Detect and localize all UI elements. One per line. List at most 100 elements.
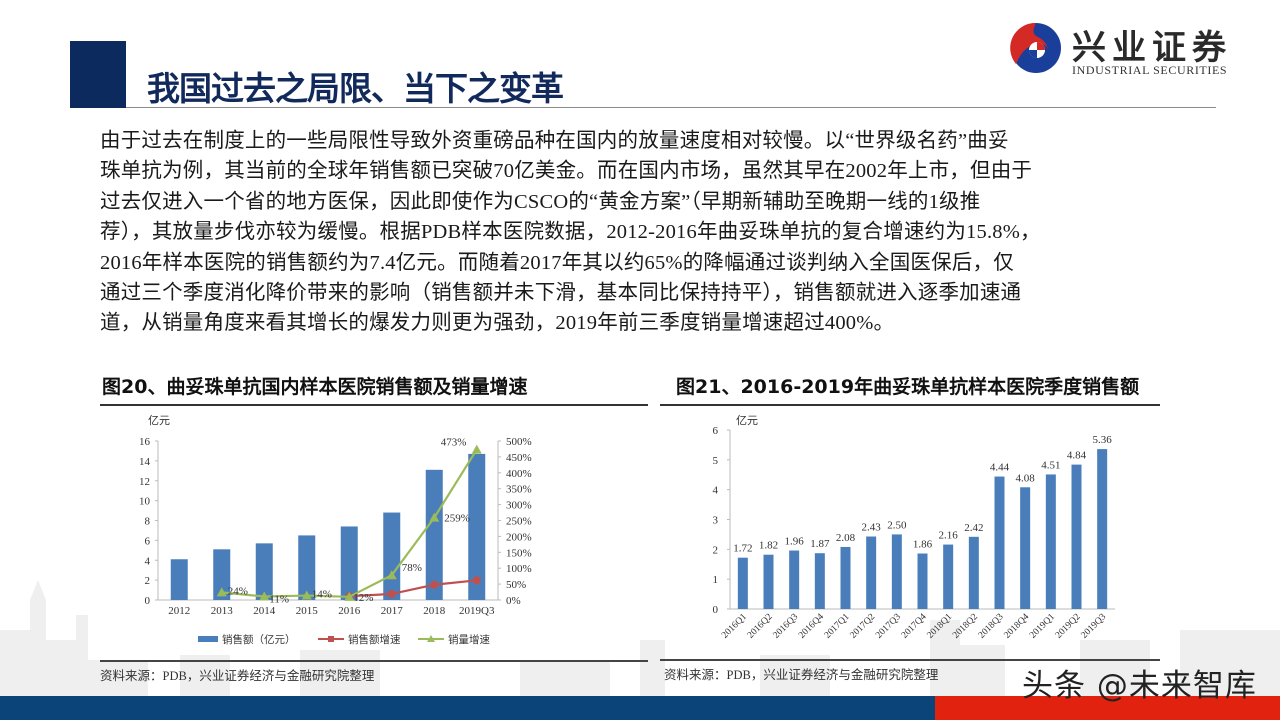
bar xyxy=(1045,474,1056,609)
paragraph-line: 荐），其放量步伐亦较为缓慢。根据PDB样本医院数据，2012-2016年曲妥珠单… xyxy=(100,221,1041,244)
body-paragraph: 由于过去在制度上的一些局限性导致外资重磅品种在国内的放量速度相对较慢。以“世界级… xyxy=(100,126,1190,339)
bar xyxy=(737,557,748,609)
data-label: 4.84 xyxy=(1067,450,1087,462)
data-label: 12% xyxy=(353,592,373,604)
legend-swatch-bar xyxy=(198,636,218,642)
data-label: 473% xyxy=(441,437,467,449)
logo-english-name: INDUSTRIAL SECURITIES xyxy=(1072,63,1228,77)
data-label: 4.51 xyxy=(1041,459,1060,471)
line-marker-square xyxy=(472,576,481,585)
data-label: 78% xyxy=(402,562,422,574)
bar xyxy=(891,534,902,609)
bar xyxy=(1097,449,1108,609)
y-axis-unit-label: 亿元 xyxy=(148,414,170,427)
figure-21-title-rule xyxy=(660,404,1160,406)
x-tick-label: 2016Q3 xyxy=(772,612,801,641)
data-label: 2.08 xyxy=(836,532,856,544)
x-tick-label: 2018 xyxy=(423,605,446,617)
y-tick-label: 6 xyxy=(145,535,151,547)
paragraph-line: 道，从销量角度来看其增长的爆发力则更为强劲，2019年前三季度销量增速超过400… xyxy=(100,312,895,335)
figure-20-title-rule xyxy=(100,404,648,406)
bar xyxy=(1020,487,1031,609)
data-label: 2.43 xyxy=(862,522,882,534)
bar xyxy=(255,543,273,600)
bar xyxy=(340,526,358,600)
paragraph-line: 珠单抗为例，其当前的全球年销售额已突破70亿美金。而在国内市场，虽然其早在200… xyxy=(100,160,1033,183)
skyline-background xyxy=(0,580,1280,700)
x-tick-label: 2019Q1 xyxy=(1028,612,1057,641)
x-tick-label: 2013 xyxy=(211,605,234,617)
figure-21-source-rule xyxy=(660,659,1160,661)
y2-tick-label: 500% xyxy=(506,436,532,448)
y2-tick-label: 400% xyxy=(506,468,532,480)
y-tick-label: 2 xyxy=(713,544,719,556)
line-marker-triangle xyxy=(386,570,397,580)
data-label: 1.87 xyxy=(810,538,830,550)
paragraph-line: 通过三个季度消化降价带来的影响（销售额并未下滑，基本同比保持持平），销售额就进入… xyxy=(100,282,1022,305)
y-tick-label: 1 xyxy=(713,574,719,586)
y-tick-label: 0 xyxy=(145,595,151,607)
x-tick-label: 2017Q4 xyxy=(900,612,929,641)
y-tick-label: 3 xyxy=(713,515,719,527)
x-tick-label: 2016 xyxy=(338,605,361,617)
legend-label: 销售额（亿元） xyxy=(222,633,296,646)
y-tick-label: 0 xyxy=(713,604,719,616)
line-marker-triangle xyxy=(344,591,355,601)
figure-21-source: 资料来源：PDB，兴业证券经济与金融研究院整理 xyxy=(664,668,939,682)
data-label: 14% xyxy=(312,589,332,601)
y2-tick-label: 250% xyxy=(506,516,532,528)
footer-bar-red xyxy=(935,696,1280,720)
x-tick-label: 2015 xyxy=(296,605,319,617)
y-tick-label: 4 xyxy=(713,485,719,497)
paragraph-line: 2016年样本医院的销售额约为7.4亿元。而随着2017年其以约65%的降幅通过… xyxy=(100,251,1014,274)
x-tick-label: 2012 xyxy=(168,605,190,617)
bar xyxy=(943,544,954,609)
bar xyxy=(789,550,800,609)
y2-tick-label: 200% xyxy=(506,531,532,543)
legend-marker xyxy=(328,636,334,642)
figure-21-title: 图21、2016-2019年曲妥珠单抗样本医院季度销售额 xyxy=(676,376,1140,398)
bar xyxy=(383,512,401,600)
y-tick-label: 12 xyxy=(139,476,150,488)
y2-tick-label: 350% xyxy=(506,484,532,496)
x-tick-label: 2016Q4 xyxy=(797,612,826,641)
figure-20-title: 图20、曲妥珠单抗国内样本医院销售额及销量增速 xyxy=(102,376,528,398)
x-tick-label: 2019Q2 xyxy=(1054,612,1083,641)
x-tick-label: 2019Q3 xyxy=(459,605,495,617)
data-label: 2.50 xyxy=(887,519,907,531)
bar xyxy=(468,453,486,600)
bar xyxy=(840,546,851,609)
bar xyxy=(763,554,774,609)
line-marker-square xyxy=(430,580,439,589)
swirl-logo-icon xyxy=(1010,22,1061,73)
x-tick-label: 2017Q2 xyxy=(849,612,878,641)
data-label: 11% xyxy=(269,594,289,606)
x-tick-label: 2016Q1 xyxy=(720,612,749,641)
data-label: 24% xyxy=(228,585,248,597)
line-marker-triangle xyxy=(259,591,270,601)
y-tick-label: 5 xyxy=(713,455,719,467)
page-title: 我国过去之局限、当下之变革 xyxy=(147,69,564,108)
figure-20-source: 资料来源：PDB，兴业证券经济与金融研究院整理 xyxy=(100,669,375,683)
title-accent-block xyxy=(70,41,126,108)
watermark: 头条 @未来智库 xyxy=(1022,668,1257,704)
data-label: 1.86 xyxy=(913,539,933,551)
legend-label: 销售额增速 xyxy=(348,633,401,646)
legend-marker xyxy=(427,635,435,642)
figure-20-source-rule xyxy=(100,660,648,662)
line-marker-square xyxy=(387,589,396,598)
bar xyxy=(425,469,443,600)
bar xyxy=(1071,464,1082,609)
logo-chinese-name: 兴业证券 xyxy=(1072,28,1232,68)
y-tick-label: 16 xyxy=(139,436,151,448)
data-label: 1.96 xyxy=(785,536,805,548)
x-tick-label: 2017Q3 xyxy=(874,612,903,641)
data-label: 259% xyxy=(444,513,470,525)
y-tick-label: 14 xyxy=(139,456,151,468)
y2-tick-label: 0% xyxy=(506,595,521,607)
bar xyxy=(866,536,877,609)
line-marker-triangle xyxy=(301,590,312,600)
paragraph-line: 过去仅进入一个省的地方医保，因此即使作为CSCO的“黄金方案”（早期新辅助至晚期… xyxy=(100,190,981,213)
x-tick-label: 2019Q3 xyxy=(1080,612,1109,641)
line-marker-triangle xyxy=(429,512,440,522)
